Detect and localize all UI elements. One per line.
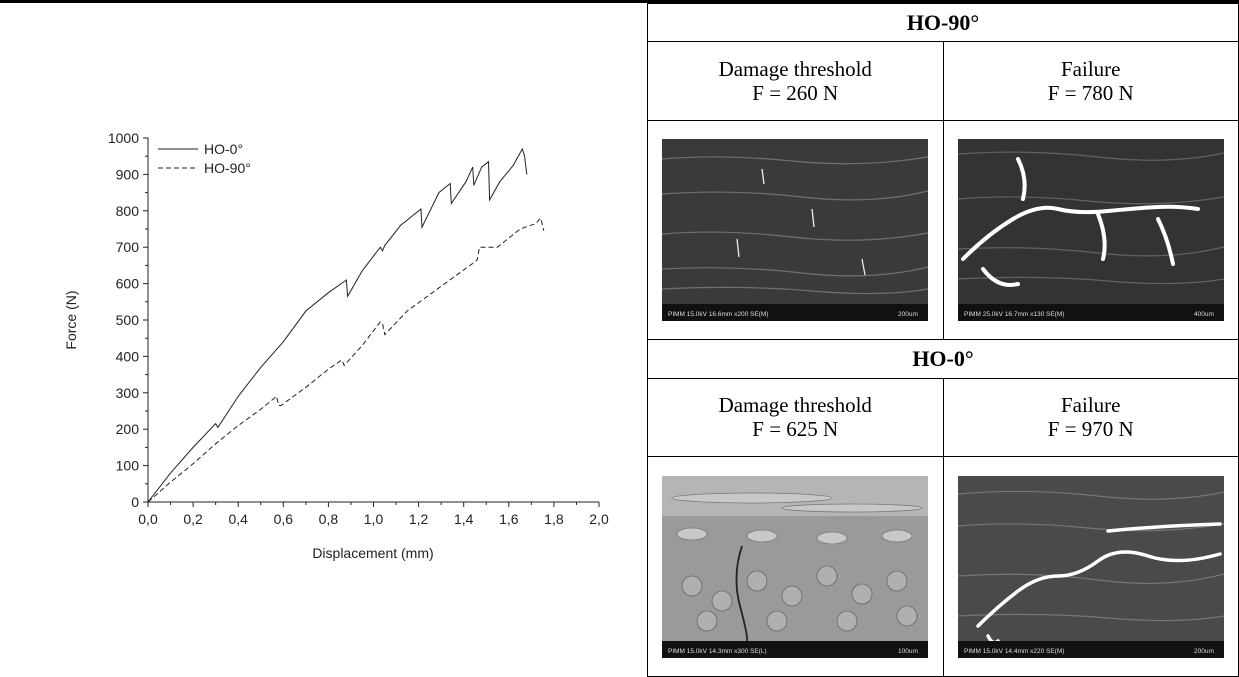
sem-scale: 200um (1194, 648, 1214, 655)
sem-scale: 200um (898, 311, 918, 318)
y-tick-label: 700 (116, 239, 140, 255)
cell-ho90-failure: Failure F = 780 N (942, 41, 1239, 121)
cell-ho0-failure: Failure F = 970 N (942, 377, 1239, 458)
sem-image-ho90-failure: PIMM 25.0kV 16.7mm x130 SE(M) 400um (957, 139, 1224, 321)
x-tick-label: 0,8 (319, 511, 339, 527)
y-tick-label: 200 (116, 421, 140, 437)
x-tick-label: 0,4 (228, 511, 248, 527)
sem-scale: 400um (1194, 311, 1214, 318)
y-tick-label: 900 (116, 166, 140, 182)
sem-image-ho90-damage: PIMM 15.0kV 16.6mm x200 SE(M) 200um (662, 139, 929, 321)
condition-label: Damage threshold (718, 56, 872, 81)
x-tick-label: 1,8 (544, 511, 564, 527)
section-title-ho0: HO-0° (647, 339, 1239, 379)
x-tick-label: 0,2 (183, 511, 203, 527)
top-rule (0, 0, 1239, 3)
force-value: F = 970 N (1047, 417, 1134, 442)
sem-image-ho0-failure: PIMM 15.0kV 14.4mm x220 SE(M) 200um (957, 475, 1224, 658)
sem-caption: PIMM 25.0kV 16.7mm x130 SE(M) (964, 311, 1064, 318)
cell-ho0-damage: Damage threshold F = 625 N (647, 377, 944, 458)
chart-axes: 0,0 0,2 0,4 0,6 0,8 1,0 1,2 1,4 1,6 1,8 2,0 0 100 200… (108, 130, 609, 527)
x-tick-label: 1,4 (454, 511, 474, 527)
image-cell-ho0-damage: PIMM 15.0kV 14.3mm x300 SE(L) 100um (647, 456, 944, 677)
x-tick-label: 0,6 (274, 511, 294, 527)
y-tick-label: 800 (116, 203, 140, 219)
legend-label: HO-0° (204, 141, 243, 157)
y-tick-label: 600 (116, 276, 140, 292)
series-line-ho-90 (147, 217, 545, 503)
y-tick-label: 500 (116, 312, 140, 328)
force-value: F = 780 N (1047, 80, 1134, 105)
x-tick-label: 1,0 (364, 511, 384, 527)
y-tick-label: 0 (131, 494, 139, 510)
series-line-ho-0 (147, 147, 528, 503)
image-cell-ho90-failure: PIMM 25.0kV 16.7mm x130 SE(M) 400um (942, 119, 1239, 341)
y-tick-label: 300 (116, 385, 140, 401)
image-cell-ho0-failure: PIMM 15.0kV 14.4mm x220 SE(M) 200um (942, 456, 1239, 677)
condition-label: Damage threshold (718, 393, 872, 418)
y-axis-label: Force (N) (63, 290, 79, 349)
y-tick-label: 100 (116, 458, 140, 474)
cell-ho90-damage: Damage threshold F = 260 N (647, 41, 944, 121)
sem-scale: 100um (898, 648, 918, 655)
sem-caption: PIMM 15.0kV 14.4mm x220 SE(M) (964, 648, 1064, 655)
chart-series-layer (147, 147, 545, 503)
x-axis-label: Displacement (mm) (312, 545, 433, 561)
image-cell-ho90-damage: PIMM 15.0kV 16.6mm x200 SE(M) 200um (647, 119, 944, 341)
force-value: F = 260 N (752, 80, 839, 105)
sem-image-ho0-damage: PIMM 15.0kV 14.3mm x300 SE(L) 100um (662, 475, 929, 658)
condition-label: Failure (1061, 56, 1121, 81)
condition-label: Failure (1061, 393, 1121, 418)
force-displacement-chart: 0,0 0,2 0,4 0,6 0,8 1,0 1,2 1,4 1,6 1,8 2,0 0 100 200… (63, 130, 609, 561)
sem-caption: PIMM 15.0kV 16.6mm x200 SE(M) (668, 311, 768, 318)
x-tick-label: 2,0 (589, 511, 609, 527)
x-tick-label: 1,6 (499, 511, 519, 527)
legend-label: HO-90° (204, 160, 251, 176)
section-title-ho90: HO-90° (647, 2, 1239, 43)
chart-legend: HO-0° HO-90° (158, 141, 251, 176)
sem-caption: PIMM 15.0kV 14.3mm x300 SE(L) (668, 648, 767, 655)
sem-results-table: HO-90° Damage threshold F = 260 N Failur… (647, 2, 1239, 677)
y-tick-label: 1000 (108, 130, 139, 146)
x-tick-label: 1,2 (409, 511, 429, 527)
y-tick-label: 400 (116, 348, 140, 364)
force-value: F = 625 N (752, 417, 839, 442)
x-tick-label: 0,0 (138, 511, 158, 527)
